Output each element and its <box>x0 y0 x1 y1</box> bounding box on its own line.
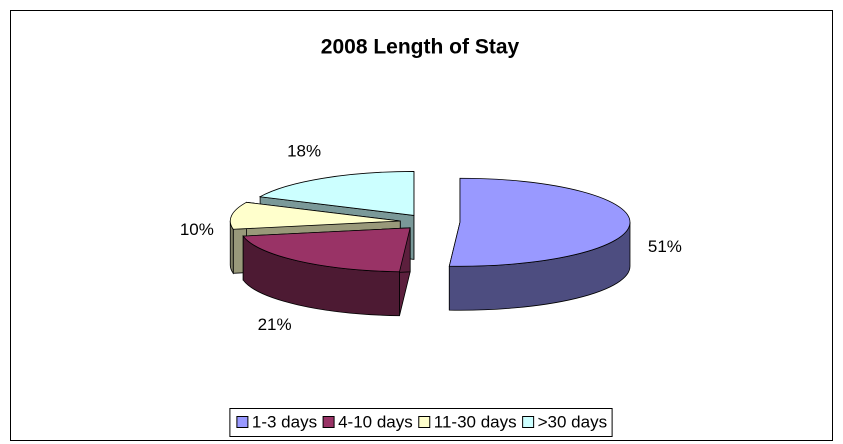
legend-label: 4-10 days <box>338 412 413 431</box>
slice <box>448 177 631 311</box>
slice <box>242 227 411 317</box>
legend-swatch <box>522 416 535 428</box>
legend-label: 1-3 days <box>252 412 317 431</box>
legend-swatch <box>418 416 431 428</box>
chart-border <box>10 10 833 441</box>
chart-title: 2008 Length of Stay <box>321 36 520 59</box>
data-label: 51% <box>648 237 682 256</box>
data-label: 10% <box>180 220 214 239</box>
legend-swatch <box>236 416 249 428</box>
data-label: 21% <box>258 315 292 334</box>
legend-label: >30 days <box>538 412 607 431</box>
slice-top <box>258 171 415 216</box>
legend-swatch <box>322 416 335 428</box>
legend-label: 11-30 days <box>434 412 517 431</box>
slice-top <box>229 201 401 230</box>
legend-box <box>229 408 613 437</box>
data-label: 18% <box>287 142 321 161</box>
slice-top <box>448 177 631 267</box>
slice-top <box>242 227 411 273</box>
